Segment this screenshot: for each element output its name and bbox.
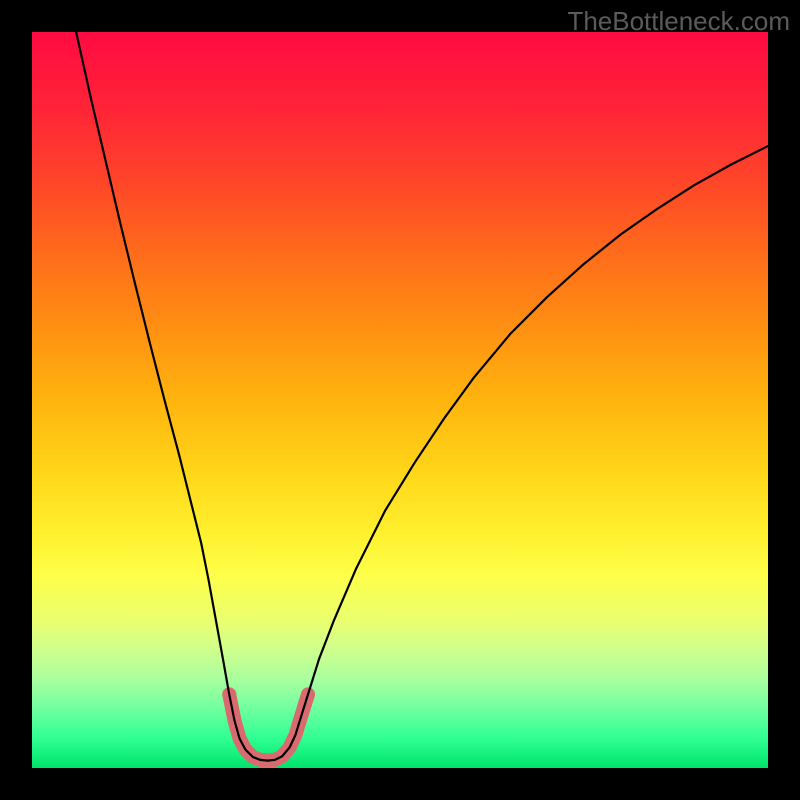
plot-area bbox=[32, 32, 768, 768]
chart-frame: TheBottleneck.com bbox=[0, 0, 800, 800]
chart-svg bbox=[32, 32, 768, 768]
gradient-background bbox=[32, 32, 768, 768]
watermark-label: TheBottleneck.com bbox=[567, 6, 790, 37]
